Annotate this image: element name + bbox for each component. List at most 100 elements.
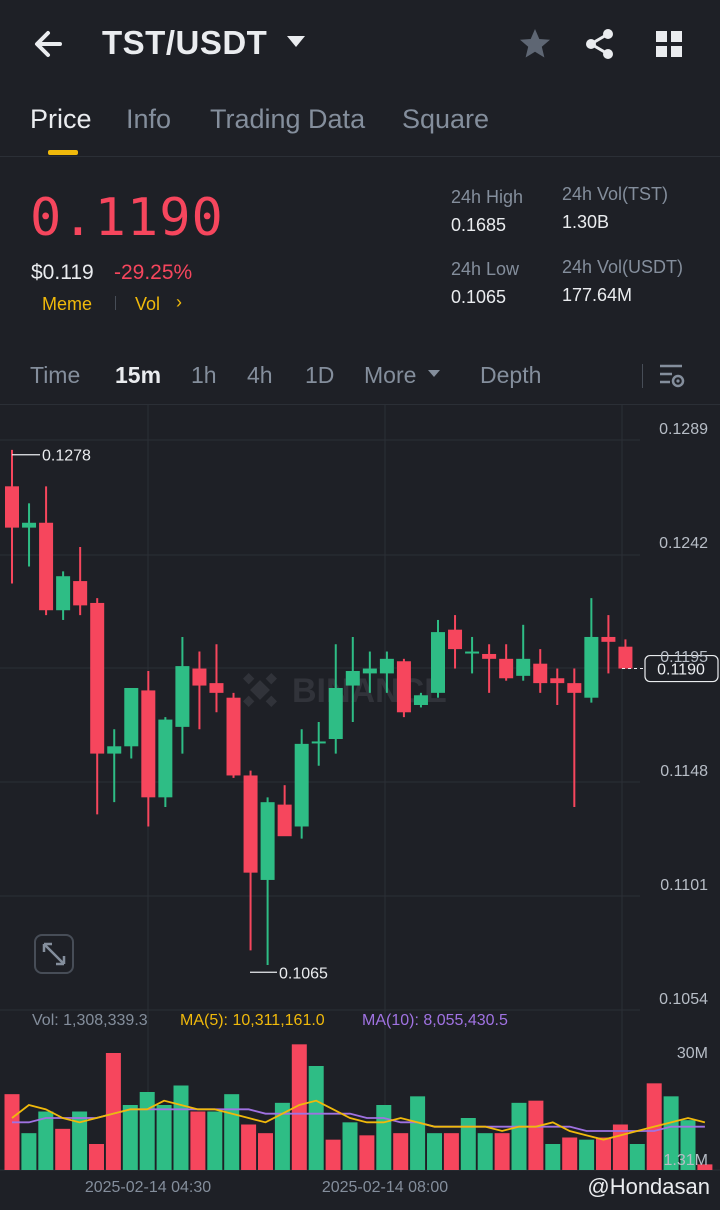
volume-tick-label: 30M [677, 1045, 708, 1062]
chevron-right-icon[interactable]: › [176, 292, 182, 312]
volume-bar [207, 1111, 223, 1170]
more-dropdown-icon[interactable] [428, 370, 440, 377]
tab-square[interactable]: Square [402, 104, 490, 134]
volume-bar [72, 1111, 88, 1170]
candle-body [5, 486, 19, 528]
grid-icon[interactable] [652, 26, 688, 62]
volume-bar [89, 1144, 104, 1170]
candle-body [209, 683, 224, 693]
pair-title[interactable]: TST/USDT [102, 24, 268, 61]
y-tick-label: 0.1242 [659, 535, 708, 552]
volume-bar [376, 1105, 392, 1170]
candle-body [516, 658, 531, 676]
interval-depth[interactable]: Depth [480, 362, 542, 388]
candle-body [482, 653, 497, 659]
candle-body [158, 719, 173, 798]
ma5-line [11, 1099, 706, 1141]
candle-body [277, 804, 292, 837]
candle-body [141, 690, 156, 798]
star-icon[interactable] [517, 26, 553, 62]
volume-bar [173, 1085, 189, 1170]
volume-bar [291, 1044, 307, 1170]
pair-dropdown-icon[interactable] [287, 36, 305, 47]
candle-body [294, 743, 309, 827]
top-bar: TST/USDT [0, 0, 720, 90]
volume-bar [4, 1094, 20, 1170]
interval-more[interactable]: More [364, 362, 417, 388]
candle-body [243, 775, 258, 873]
candle-body [413, 695, 428, 705]
last-price-label: 0.1190 [657, 662, 705, 679]
usd-price: $0.119 [31, 261, 94, 284]
volume-bar [38, 1111, 54, 1170]
tag-separator [115, 296, 116, 310]
candle-body [73, 581, 88, 606]
volume-bar [460, 1118, 476, 1170]
candle-body [22, 522, 37, 528]
volume-bar [393, 1133, 409, 1170]
candle-body [550, 678, 565, 684]
volume-bar [494, 1133, 510, 1170]
price-change: -29.25% [114, 261, 193, 284]
interval-4h[interactable]: 4h [247, 362, 273, 388]
volume-bar [258, 1133, 273, 1170]
volume-bar [596, 1137, 611, 1170]
candle-body [345, 670, 360, 686]
tab-price[interactable]: Price [30, 104, 92, 134]
high-marker-label: 0.1278 [42, 448, 91, 465]
expand-chart-icon[interactable] [34, 934, 74, 974]
volume-bar [342, 1122, 358, 1170]
interval-15m[interactable]: 15m [115, 362, 162, 388]
chart-settings-icon[interactable] [658, 362, 686, 390]
volume-bar [224, 1094, 240, 1170]
candle-body [328, 687, 343, 740]
volume-bar [579, 1139, 595, 1170]
stat-vol-tst-value: 1.30B [562, 212, 610, 232]
divider [642, 364, 643, 388]
candle-body [175, 666, 190, 727]
interval-1h[interactable]: 1h [191, 362, 217, 388]
share-icon[interactable] [582, 26, 618, 62]
interval-time[interactable]: Time [30, 362, 81, 388]
volume-bar [511, 1102, 527, 1170]
y-tick-label: 0.1101 [660, 877, 708, 894]
volume-bar [443, 1133, 459, 1170]
interval-1d[interactable]: 1D [305, 362, 335, 388]
tab-trading-data[interactable]: Trading Data [210, 104, 366, 134]
stat-low-value: 0.1065 [451, 287, 507, 307]
volume-tick-label: 1.31M [664, 1152, 708, 1169]
candle-body [499, 658, 514, 679]
tag-meme[interactable]: Meme [42, 294, 93, 314]
volume-bar [21, 1133, 37, 1170]
volume-bar [477, 1133, 493, 1170]
candle-body [396, 661, 411, 713]
tab-info[interactable]: Info [126, 104, 172, 134]
volume-bar [105, 1053, 121, 1170]
stat-low-label: 24h Low [451, 259, 520, 279]
back-arrow-icon[interactable] [30, 26, 70, 62]
candle-body [56, 576, 71, 611]
volume-bar [562, 1137, 578, 1170]
divider [0, 156, 720, 157]
volume-bar [190, 1111, 206, 1170]
candle-body [601, 636, 616, 642]
candle-body [379, 658, 394, 674]
volume-bar [680, 1120, 696, 1170]
candle-body [431, 632, 445, 693]
y-tick-label: 0.1054 [659, 991, 708, 1008]
watermark-text: @Hondasan [587, 1174, 710, 1199]
y-tick-label: 0.1195 [660, 649, 708, 666]
candle-body [124, 687, 139, 747]
tag-vol[interactable]: Vol [135, 294, 161, 314]
candle-body [107, 746, 122, 754]
divider [0, 404, 720, 405]
candle-body [90, 602, 105, 754]
volume-bar [359, 1135, 375, 1170]
candle-body [226, 697, 241, 776]
active-tab-indicator [48, 150, 78, 155]
candle-body [533, 663, 548, 684]
volume-bar [663, 1096, 679, 1170]
stat-vol-usdt-value: 177.64M [562, 285, 633, 305]
volume-bar [410, 1096, 426, 1170]
